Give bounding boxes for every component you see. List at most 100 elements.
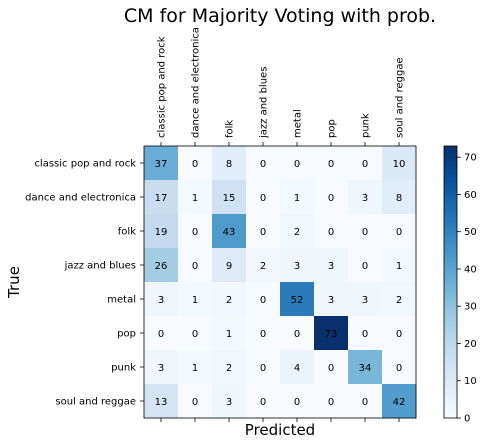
heatmap-cell [212, 316, 247, 351]
x-tick-label: soul and reggae [395, 57, 406, 138]
heatmap-cell [280, 248, 315, 283]
heatmap-cell [144, 350, 179, 385]
heatmap-cell [246, 350, 281, 385]
cell-value-label: 0 [260, 159, 266, 170]
y-tick-label: soul and reggae [55, 397, 136, 408]
cell-value-label: 52 [291, 295, 304, 306]
cell-value-label: 8 [226, 159, 232, 170]
colorbar-tick-label: 10 [464, 376, 477, 387]
cell-value-label: 1 [396, 261, 402, 272]
heatmap-cell [348, 316, 383, 351]
cell-value-label: 3 [158, 295, 164, 306]
heatmap-cell [280, 180, 315, 215]
y-tick-label: punk [111, 363, 136, 374]
cell-value-label: 34 [359, 363, 372, 374]
heatmap-cell [144, 214, 179, 249]
cell-value-label: 0 [328, 397, 334, 408]
x-tick-label: classic pop and rock [157, 36, 168, 138]
y-tick-label: jazz and blues [64, 261, 136, 272]
cell-value-label: 0 [192, 329, 198, 340]
cell-value-label: 2 [396, 295, 402, 306]
cell-value-label: 3 [294, 261, 300, 272]
cell-value-label: 15 [223, 193, 236, 204]
cell-value-label: 0 [260, 397, 266, 408]
heatmap-cell [314, 384, 349, 419]
heatmap-cell [212, 248, 247, 283]
cell-value-label: 0 [294, 397, 300, 408]
heatmap-cell [178, 214, 213, 249]
heatmap-cell [382, 282, 417, 317]
cell-value-label: 0 [362, 227, 368, 238]
cell-value-label: 2 [226, 363, 232, 374]
colorbar-tick-label: 20 [464, 339, 477, 350]
cell-value-label: 0 [396, 227, 402, 238]
cell-value-label: 0 [192, 159, 198, 170]
y-tick-label: folk [118, 227, 136, 238]
heatmap-cell [212, 384, 247, 419]
cell-value-label: 2 [294, 227, 300, 238]
heatmap-cell [382, 248, 417, 283]
heatmap-cell [314, 214, 349, 249]
x-tick-label: pop [327, 119, 338, 138]
heatmap-cell [246, 248, 281, 283]
heatmap-cell [280, 316, 315, 351]
cell-value-label: 0 [192, 397, 198, 408]
cell-value-label: 0 [328, 363, 334, 374]
plot-frame [143, 145, 417, 419]
cell-value-label: 3 [226, 397, 232, 408]
cell-value-label: 8 [396, 193, 402, 204]
chart-title: CM for Majority Voting with prob. [124, 5, 436, 27]
cell-value-label: 0 [362, 329, 368, 340]
colorbar: 0 10 20 30 40 50 60 70 [443, 145, 477, 425]
heatmap-cell [314, 146, 349, 181]
heatmap-cell [246, 180, 281, 215]
cell-value-label: 0 [362, 261, 368, 272]
heatmap-cell [280, 282, 315, 317]
cell-value-label: 0 [294, 329, 300, 340]
y-tick-label: metal [107, 295, 136, 306]
heatmap-cell [314, 350, 349, 385]
heatmap-cell [280, 350, 315, 385]
cell-value-label: 37 [155, 159, 168, 170]
x-axis-label: Predicted [245, 421, 315, 439]
cell-value-label: 0 [396, 363, 402, 374]
cell-value-label: 13 [155, 397, 168, 408]
y-axis-label: True [5, 266, 23, 299]
cell-value-label: 1 [192, 295, 198, 306]
x-tick-label: folk [225, 120, 236, 138]
cell-value-label: 9 [226, 261, 232, 272]
heatmap-cell [382, 316, 417, 351]
colorbar-tick-label: 30 [464, 302, 477, 313]
cell-value-label: 1 [294, 193, 300, 204]
cell-value-label: 3 [362, 295, 368, 306]
colorbar-gradient [443, 145, 458, 419]
heatmap-cell [280, 214, 315, 249]
colorbar-tick-label: 70 [464, 153, 477, 164]
heatmap-cell [144, 180, 179, 215]
heatmap-cell [280, 146, 315, 181]
heatmap-cell [314, 282, 349, 317]
x-tick-label: jazz and blues [259, 67, 270, 139]
cell-value-label: 4 [294, 363, 300, 374]
heatmap-cell [246, 384, 281, 419]
heatmap-cell [178, 248, 213, 283]
heatmap-cell [212, 180, 247, 215]
cell-value-label: 0 [294, 159, 300, 170]
heatmap-cell [348, 248, 383, 283]
heatmap-cell [314, 248, 349, 283]
heatmap-cell [144, 248, 179, 283]
cell-value-label: 3 [362, 193, 368, 204]
x-tick-label: punk [361, 113, 372, 138]
heatmap-cell [144, 316, 179, 351]
heatmap-cell [382, 146, 417, 181]
cell-value-label: 19 [155, 227, 168, 238]
heatmap-cell [246, 316, 281, 351]
colorbar-tick-label: 60 [464, 190, 477, 201]
heatmap-cell [246, 146, 281, 181]
heatmap-cell [348, 384, 383, 419]
heatmap-cell [178, 282, 213, 317]
cell-value-label: 0 [362, 397, 368, 408]
heatmap-cell [348, 350, 383, 385]
